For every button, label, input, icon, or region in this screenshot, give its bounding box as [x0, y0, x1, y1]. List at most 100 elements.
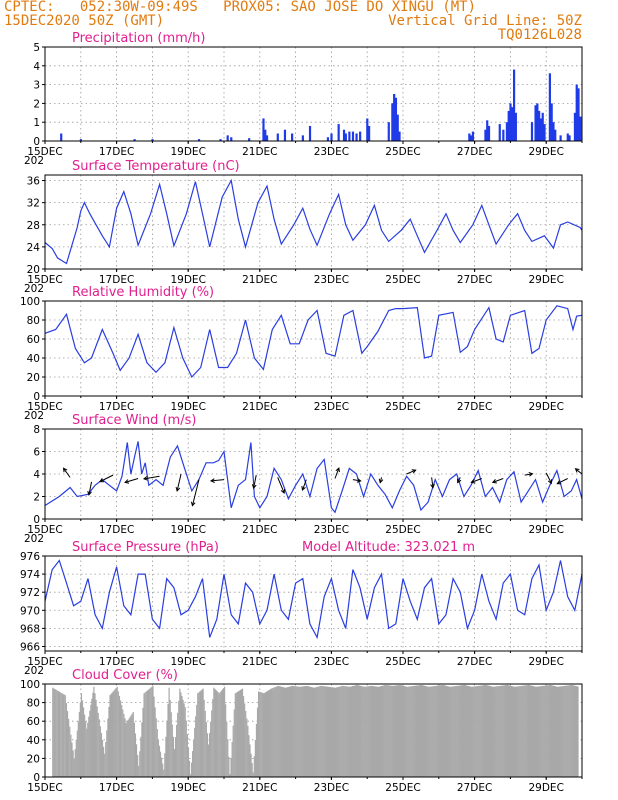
- cloud-bar: [185, 720, 187, 777]
- cloud-bar: [214, 688, 216, 777]
- cloud-bar: [107, 718, 109, 777]
- cloud-bar: [302, 686, 304, 777]
- x-tick-label: 21DEC: [242, 146, 277, 158]
- x-year-label: 202: [24, 410, 44, 422]
- cloud-bar: [464, 685, 467, 777]
- y-tick-label: 968: [20, 623, 40, 635]
- cloud-bar: [65, 703, 68, 777]
- precip-bar: [344, 133, 347, 141]
- x-tick-label: 25DEC: [385, 401, 420, 413]
- cloud-bar: [552, 685, 555, 777]
- cloud-bar: [280, 686, 282, 777]
- cloud-bar: [575, 685, 577, 777]
- cloud-bar: [166, 720, 168, 777]
- x-tick-label: 29DEC: [528, 274, 563, 286]
- x-tick-label: 21DEC: [242, 782, 277, 794]
- x-tick-label: 15DEC: [27, 146, 62, 158]
- cloud-bar: [400, 685, 402, 777]
- cloud-bar: [253, 756, 255, 777]
- wind-arrow: [99, 474, 114, 483]
- cloud-bar: [131, 713, 133, 777]
- panel-frame: [44, 46, 583, 142]
- cloud-bar: [449, 686, 451, 777]
- precip-bar: [538, 110, 541, 141]
- cloud-bar: [455, 685, 457, 777]
- cloud-bar: [416, 685, 419, 777]
- cloud-bar: [397, 685, 399, 777]
- y-tick-label: 0: [33, 391, 40, 403]
- x-tick-label: 27DEC: [457, 146, 492, 158]
- cloud-bar: [254, 739, 256, 777]
- cloud-bar: [418, 685, 421, 777]
- cloud-bar: [563, 685, 565, 777]
- x-tick-label: 19DEC: [170, 146, 205, 158]
- cloud-bar: [245, 710, 247, 777]
- cloud-bar: [187, 747, 190, 777]
- cloud-bar: [227, 739, 229, 777]
- cloud-bar: [468, 686, 471, 777]
- cloud-bar: [109, 695, 111, 777]
- cloud-bar: [202, 688, 204, 777]
- cloud-bar: [285, 687, 288, 777]
- cloud-bar: [338, 686, 340, 777]
- cloud-bar: [502, 685, 504, 777]
- x-tick-label: 27DEC: [457, 274, 492, 286]
- cloud-bar: [329, 687, 332, 777]
- cloud-bar: [381, 685, 383, 777]
- cloud-bar: [73, 758, 75, 777]
- cloud-bar: [106, 730, 108, 777]
- cloud-bar: [576, 686, 578, 777]
- cloud-bar: [265, 691, 267, 777]
- cloud-bar: [492, 686, 494, 777]
- cloud-bar: [145, 691, 147, 777]
- precip-bar: [470, 135, 473, 141]
- cloud-bar: [90, 704, 92, 777]
- cloud-bar: [408, 686, 410, 777]
- cloud-bar: [518, 686, 520, 777]
- cloud-bar: [362, 686, 364, 777]
- cloud-bar: [321, 685, 323, 777]
- x-tick-label: 15DEC: [27, 656, 62, 668]
- cloud-bar: [395, 685, 397, 777]
- cloud-bar: [474, 686, 476, 777]
- cloud-bar: [458, 685, 460, 777]
- precip-bar: [498, 124, 501, 141]
- cloud-bar: [357, 685, 359, 777]
- cloud-bar: [471, 686, 473, 777]
- wind-arrow-head: [190, 501, 196, 507]
- wind-arrow: [176, 473, 182, 492]
- x-tick-label: 17DEC: [99, 401, 134, 413]
- cloud-bar: [66, 710, 69, 777]
- cloud-bar: [197, 693, 199, 777]
- cloud-bar: [419, 685, 422, 777]
- cloud-bar: [212, 699, 214, 777]
- cloud-bar: [538, 686, 540, 777]
- cloud-bar: [301, 686, 303, 777]
- cloud-bar: [64, 695, 66, 777]
- cloud-bar: [87, 722, 89, 777]
- cloud-bar: [146, 690, 149, 777]
- cloud-bar: [188, 760, 191, 777]
- precip-bar: [577, 88, 580, 141]
- cloud-bar: [208, 733, 211, 777]
- cloud-bar: [369, 685, 371, 777]
- y-tick-label: 2: [33, 98, 40, 110]
- cloud-bar: [444, 685, 446, 777]
- panel-3: [42, 300, 583, 399]
- cloud-bar: [534, 686, 536, 777]
- y-tick-label: 60: [27, 716, 40, 728]
- cloud-bar: [180, 692, 182, 777]
- cloud-bar: [368, 686, 370, 777]
- cloud-bar: [487, 685, 489, 777]
- cloud-bar: [503, 685, 505, 777]
- cloud-bar: [240, 689, 243, 777]
- cloud-bar: [373, 686, 376, 777]
- wind-arrow-head: [574, 468, 580, 473]
- cloud-bar: [288, 686, 291, 777]
- cloud-bar: [250, 753, 252, 777]
- cloud-bar: [300, 686, 302, 777]
- panel-title: Surface Pressure (hPa): [72, 540, 219, 555]
- cloud-bar: [385, 684, 387, 777]
- cloud-bar: [283, 687, 286, 777]
- cloud-bar: [554, 686, 557, 777]
